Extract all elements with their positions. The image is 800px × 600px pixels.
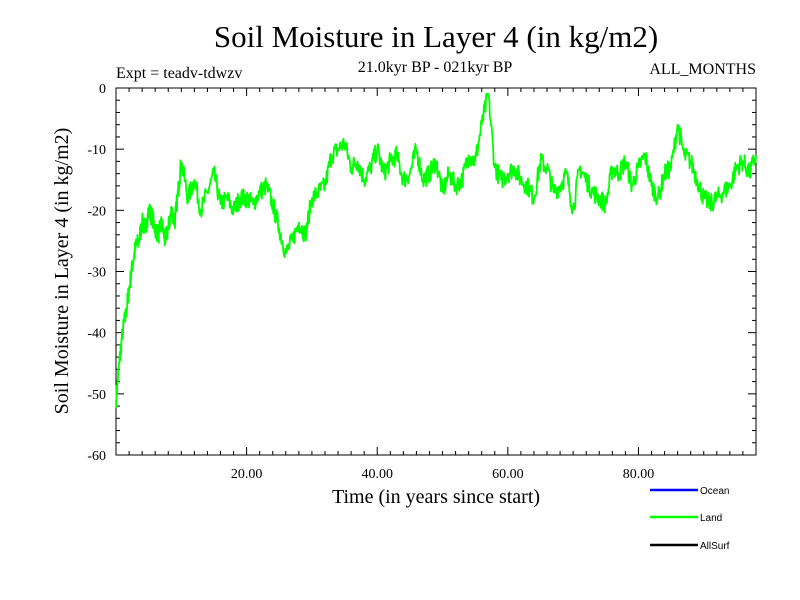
y-tick-label: -30 — [87, 266, 106, 281]
x-tick-label: 40.00 — [361, 467, 393, 482]
chart-subtitle-left: Expt = teadv-tdwzv — [116, 65, 242, 82]
axis-ticks: 0 -10 -20 -30 -40 -50 -60 20.00 40.00 60.00 80.00 — [87, 82, 756, 482]
y-tick-label: -40 — [87, 327, 106, 342]
chart-subtitle-right: ALL_MONTHS — [649, 61, 756, 78]
legend: Ocean Land AllSurf — [650, 486, 730, 552]
x-axis-label: Time (in years since start) — [332, 486, 540, 508]
chart-title: Soil Moisture in Layer 4 (in kg/m2) — [214, 19, 658, 54]
y-tick-label: -50 — [87, 388, 106, 403]
legend-label-allsurf: AllSurf — [700, 541, 730, 552]
chart-subtitle-center: 21.0kyr BP - 021kyr BP — [358, 59, 513, 76]
y-axis-label: Soil Moisture in Layer 4 (in kg/m2) — [51, 128, 73, 415]
y-tick-label: -20 — [87, 204, 106, 219]
y-tick-label: -60 — [87, 449, 106, 464]
x-tick-label: 20.00 — [231, 467, 263, 482]
plot-frame — [115, 87, 757, 456]
legend-label-ocean: Ocean — [700, 486, 729, 497]
y-tick-label: 0 — [99, 82, 106, 97]
y-tick-label: -10 — [87, 143, 106, 158]
series-line-land — [115, 92, 757, 408]
x-tick-label: 60.00 — [492, 467, 524, 482]
x-tick-label: 80.00 — [623, 467, 655, 482]
legend-label-land: Land — [700, 513, 722, 524]
